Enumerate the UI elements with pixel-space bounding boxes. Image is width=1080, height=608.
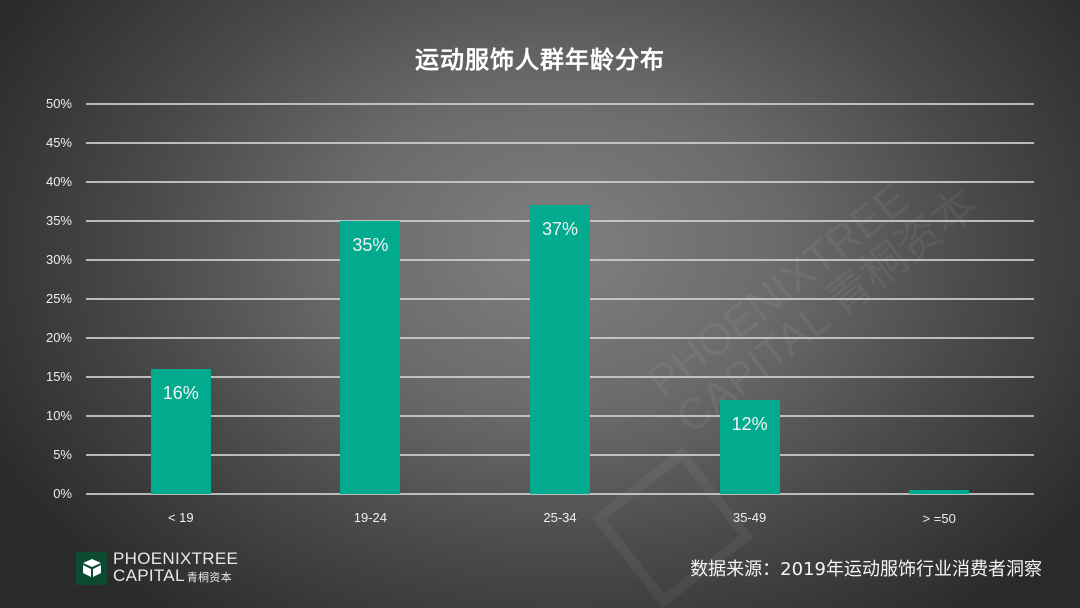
gridline xyxy=(86,181,1034,183)
x-tick-label: 35-49 xyxy=(732,510,767,525)
y-tick-label: 0% xyxy=(53,486,72,501)
gridline xyxy=(86,493,1034,495)
bar-value-label: 12% xyxy=(731,414,768,435)
gridline xyxy=(86,142,1034,144)
y-tick-label: 45% xyxy=(45,135,72,150)
bar: 37% xyxy=(530,205,590,494)
y-tick-label: 35% xyxy=(45,213,72,228)
logo-chinese: 青桐资本 xyxy=(186,571,232,584)
y-tick-label: 10% xyxy=(45,408,72,423)
x-tick-label: 19-24 xyxy=(353,510,388,525)
bar-value-label: 16% xyxy=(162,383,199,404)
bar: 35% xyxy=(340,221,401,494)
bar xyxy=(909,490,970,494)
y-tick-label: 5% xyxy=(53,447,72,462)
x-tick-label: > =50 xyxy=(922,511,956,526)
logo-line2: CAPITAL 青桐资本 xyxy=(113,567,238,587)
cube-logo-icon xyxy=(76,551,107,585)
chart-title: 运动服饰人群年龄分布 xyxy=(415,46,665,74)
y-tick-label: 15% xyxy=(45,369,72,384)
bar-value-label: 35% xyxy=(352,235,389,255)
plot-area: 16% 35% 37% 12% xyxy=(86,103,1034,495)
x-tick-label: 25-34 xyxy=(543,510,577,525)
y-tick-label: 40% xyxy=(45,174,72,189)
company-logo: PHOENIXTREE CAPITAL 青桐资本 xyxy=(76,548,239,587)
y-tick-label: 20% xyxy=(45,330,72,345)
y-tick-label: 30% xyxy=(45,252,72,267)
bar: 12% xyxy=(719,400,780,494)
logo-line1: PHOENIXTREE xyxy=(113,548,239,568)
x-tick-label: < 19 xyxy=(167,510,194,525)
y-tick-label: 25% xyxy=(45,291,72,306)
y-tick-label: 50% xyxy=(45,96,72,111)
bar: 16% xyxy=(150,369,211,494)
gridline xyxy=(86,103,1034,105)
logo-capital: CAPITAL xyxy=(113,565,185,585)
bar-value-label: 37% xyxy=(541,219,579,240)
data-source: 数据来源：2019年运动服饰行业消费者洞察 xyxy=(690,559,1042,580)
